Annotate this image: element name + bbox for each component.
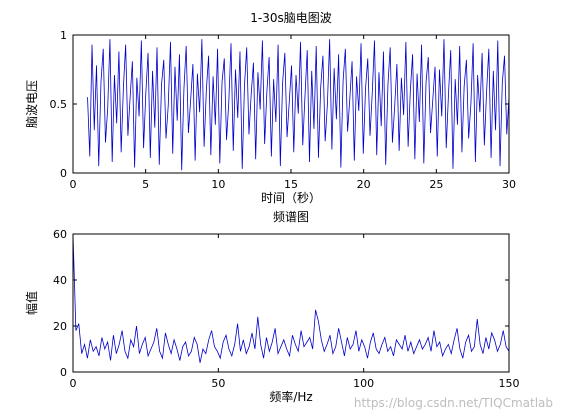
eeg-chart-title: 1-30s脑电图波 <box>250 11 332 25</box>
eeg-series-line <box>87 39 510 171</box>
eeg-y-axis-label: 脑波电压 <box>25 80 39 128</box>
spectrum-series-line <box>72 233 510 363</box>
eeg-x-tick-label: 20 <box>357 178 371 191</box>
eeg-x-tick-label: 15 <box>284 178 298 191</box>
spectrum-y-tick-label: 20 <box>53 320 67 333</box>
eeg-x-tick-label: 10 <box>211 178 225 191</box>
eeg-y-tick-label: 0 <box>60 167 67 180</box>
spectrum-x-tick-label: 50 <box>211 377 225 390</box>
eeg-x-tick-label: 0 <box>70 178 77 191</box>
spectrum-y-tick-label: 60 <box>53 228 67 241</box>
spectrum-chart: 频谱图 频率/Hz 幅值 0 50 100 150 0 20 40 60 <box>24 210 520 404</box>
spectrum-x-tick-label: 100 <box>353 377 374 390</box>
eeg-waveform-chart: 1-30s脑电图波 时间（秒） 脑波电压 0 5 10 15 20 25 30 0 0.5 1 <box>25 11 516 205</box>
eeg-x-tick-label: 25 <box>429 178 443 191</box>
spectrum-x-tick-label: 150 <box>499 377 520 390</box>
eeg-x-axis-label: 时间（秒） <box>261 191 321 205</box>
spectrum-y-tick-label: 40 <box>53 274 67 287</box>
spectrum-axes-frame <box>72 233 510 373</box>
eeg-x-tick-label: 30 <box>502 178 516 191</box>
spectrum-x-axis-label: 频率/Hz <box>269 389 312 404</box>
eeg-y-tick-label: 1 <box>60 29 67 42</box>
eeg-x-tick-label: 5 <box>142 178 149 191</box>
spectrum-chart-title: 频谱图 <box>273 210 309 224</box>
spectrum-y-tick-label: 0 <box>60 366 67 379</box>
eeg-y-tick-label: 0.5 <box>50 98 68 111</box>
spectrum-y-axis-label: 幅值 <box>24 291 39 315</box>
watermark-text: https://blog.csdn.net/TIQCmatlab <box>354 396 553 410</box>
spectrum-x-tick-label: 0 <box>70 377 77 390</box>
